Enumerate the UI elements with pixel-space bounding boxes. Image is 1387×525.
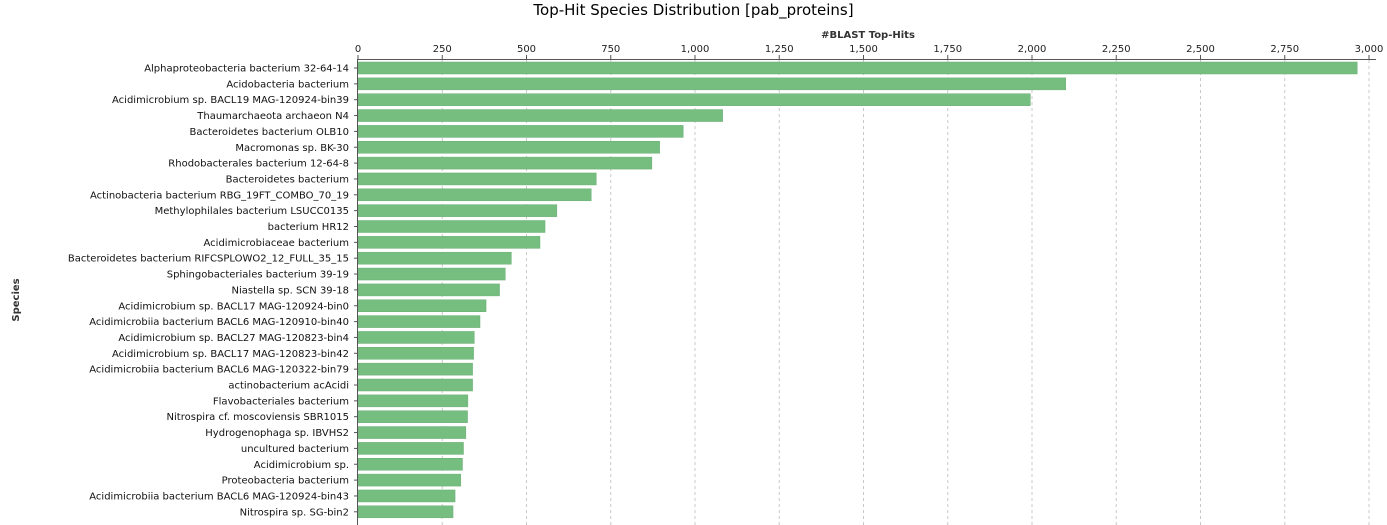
x-tick-label: 1,000 (681, 44, 710, 55)
bar (357, 283, 500, 297)
bar (357, 458, 463, 471)
bar (357, 204, 558, 217)
x-tick-label: 0 (355, 44, 361, 55)
x-tick-label: 750 (601, 44, 620, 55)
category-label: Sphingobacteriales bacterium 39-19 (167, 270, 349, 281)
category-label: Acidobacteria bacterium (226, 79, 349, 90)
bar (357, 331, 475, 344)
chart-title: Top-Hit Species Distribution [pab_protei… (533, 1, 854, 19)
bar (357, 109, 723, 122)
bar (357, 378, 473, 392)
bar (357, 267, 506, 281)
category-label: Macromonas sp. BK-30 (235, 143, 349, 154)
category-label: Niastella sp. SCN 39-18 (232, 285, 350, 296)
category-label: Acidimicrobium sp. BACL27 MAG-120823-bin… (118, 333, 349, 344)
x-tick-label: 1,750 (933, 44, 962, 55)
category-label: Bacteroidetes bacterium OLB10 (189, 127, 349, 138)
axes: 0 250 500 750 1,000 1,250 1,500 1,750 2,000 2,250… (68, 44, 1383, 525)
category-label: Nitrospira sp. SG-bin2 (240, 507, 349, 518)
category-label: Bacteroidetes bacterium RIFCSPLOWO2_12_F… (68, 254, 349, 265)
category-label: Alphaproteobacteria bacterium 32-64-14 (144, 64, 349, 75)
bars (357, 61, 1358, 519)
bar (357, 220, 546, 233)
category-label: Thaumarchaeota archaeon N4 (196, 111, 349, 122)
bar (357, 141, 660, 154)
bar (357, 172, 597, 186)
bar (357, 299, 487, 312)
category-label: Hydrogenophaga sp. IBVHS2 (205, 428, 349, 439)
bar (357, 394, 469, 408)
category-label: Acidimicrobiia bacterium BACL6 MAG-12032… (89, 365, 349, 376)
category-label: Rhodobacterales bacterium 12-64-8 (168, 159, 349, 170)
bar (357, 156, 653, 170)
category-label: Bacteroidetes bacterium (226, 174, 349, 185)
category-label: Acidimicrobium sp. BACL19 MAG-120924-bin… (112, 95, 349, 106)
category-label: Acidimicrobiia bacterium BACL6 MAG-12091… (89, 317, 349, 328)
bar (357, 347, 474, 360)
x-axis-title: #BLAST Top-Hits (821, 30, 915, 41)
bar (357, 125, 684, 138)
x-tick-label: 1,500 (849, 44, 878, 55)
bar (357, 61, 1358, 75)
category-label: bacterium HR12 (268, 222, 349, 233)
x-tick-label: 1,250 (765, 44, 794, 55)
category-label: Proteobacteria bacterium (222, 476, 349, 487)
bar (357, 505, 454, 519)
x-tick-label: 2,000 (1018, 44, 1047, 55)
bar (357, 410, 468, 423)
bar (357, 236, 541, 249)
bar (357, 93, 1031, 106)
category-label: Acidimicrobium sp. BACL17 MAG-120823-bin… (112, 349, 349, 360)
x-tick-label: 3,000 (1355, 44, 1384, 55)
category-label: Actinobacteria bacterium RBG_19FT_COMBO_… (90, 190, 349, 201)
category-label: actinobacterium acAcidi (228, 381, 349, 392)
x-tick-label: 250 (433, 44, 452, 55)
x-tick-label: 2,750 (1270, 44, 1299, 55)
x-tick-label: 2,250 (1102, 44, 1131, 55)
bar (357, 362, 473, 376)
bar (357, 315, 481, 328)
x-tick-label: 500 (517, 44, 536, 55)
category-label: uncultured bacterium (241, 444, 349, 455)
category-label: Methylophilales bacterium LSUCC0135 (155, 206, 349, 217)
bar (357, 473, 462, 487)
bar (357, 489, 456, 503)
category-label: Nitrospira cf. moscoviensis SBR1015 (167, 412, 349, 423)
category-label: Flavobacteriales bacterium (213, 396, 349, 407)
bar (357, 77, 1066, 91)
bar (357, 426, 467, 439)
bar (357, 251, 512, 265)
category-label: Acidimicrobiaceae bacterium (204, 238, 349, 249)
bar (357, 188, 592, 202)
category-label: Acidimicrobiia bacterium BACL6 MAG-12092… (89, 491, 349, 502)
bar (357, 442, 464, 455)
category-label: Acidimicrobium sp. (254, 460, 349, 471)
x-tick-label: 2,500 (1186, 44, 1215, 55)
y-axis-title: Species (11, 278, 22, 321)
category-label: Acidimicrobium sp. BACL17 MAG-120924-bin… (118, 301, 349, 312)
